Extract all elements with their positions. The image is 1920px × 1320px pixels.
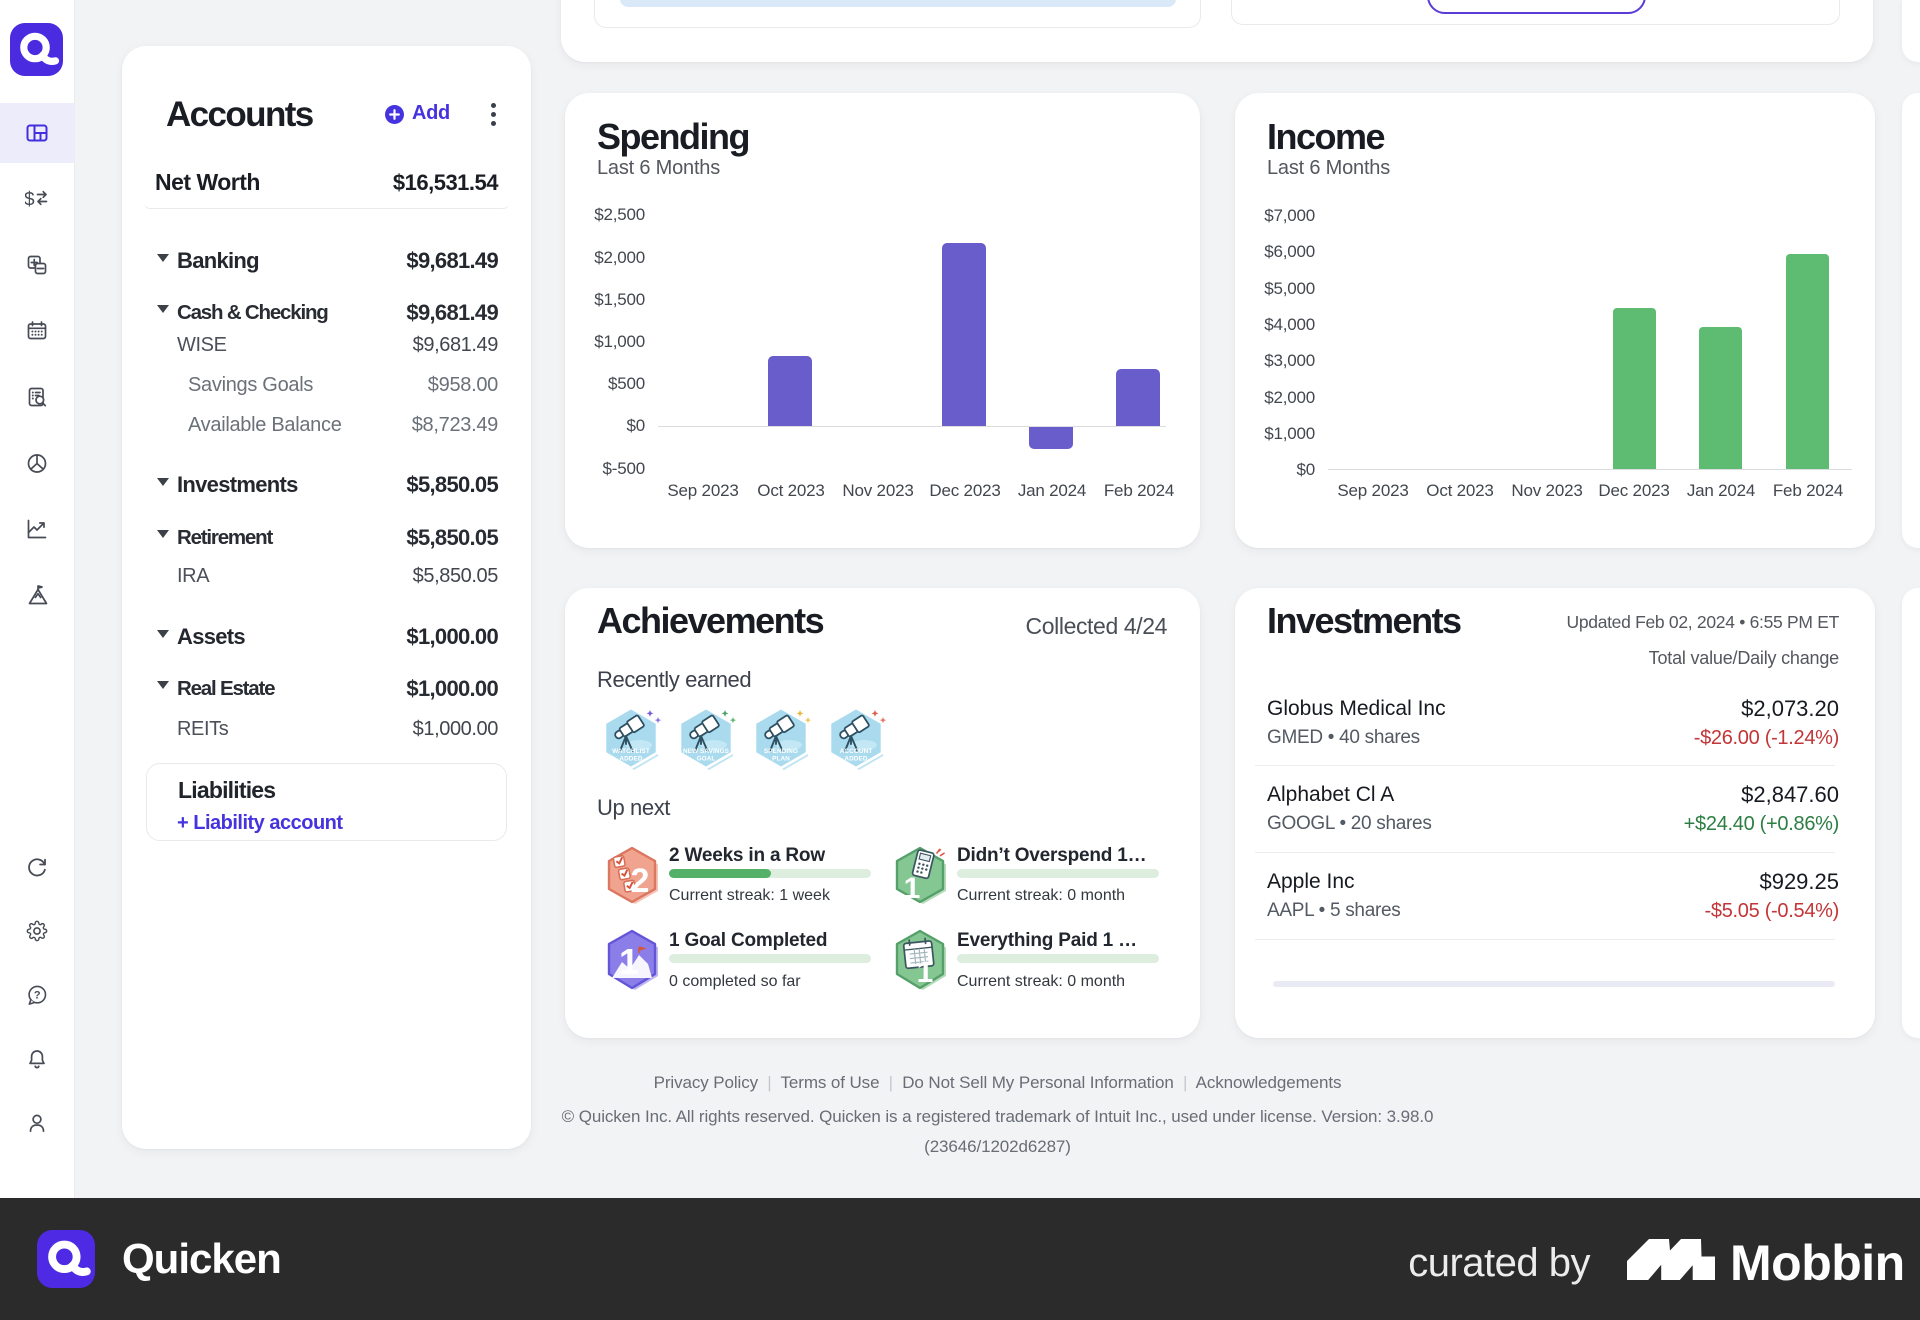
svg-text:2: 2 xyxy=(631,862,650,900)
svg-text:WATCHLIST: WATCHLIST xyxy=(612,748,650,755)
svg-text:$: $ xyxy=(25,190,35,211)
svg-text:NEW SAVINGS: NEW SAVINGS xyxy=(683,748,730,755)
svg-text:GOAL: GOAL xyxy=(697,756,716,763)
svg-text:?: ? xyxy=(34,990,41,1002)
svg-text:1: 1 xyxy=(917,956,934,989)
svg-text:SPENDING: SPENDING xyxy=(764,748,798,755)
svg-text:ADDED: ADDED xyxy=(619,756,643,763)
svg-text:PLAN: PLAN xyxy=(772,756,790,763)
svg-text:1: 1 xyxy=(904,872,921,904)
svg-text:ADDED: ADDED xyxy=(844,756,868,763)
svg-text:ACCOUNT: ACCOUNT xyxy=(840,748,873,755)
